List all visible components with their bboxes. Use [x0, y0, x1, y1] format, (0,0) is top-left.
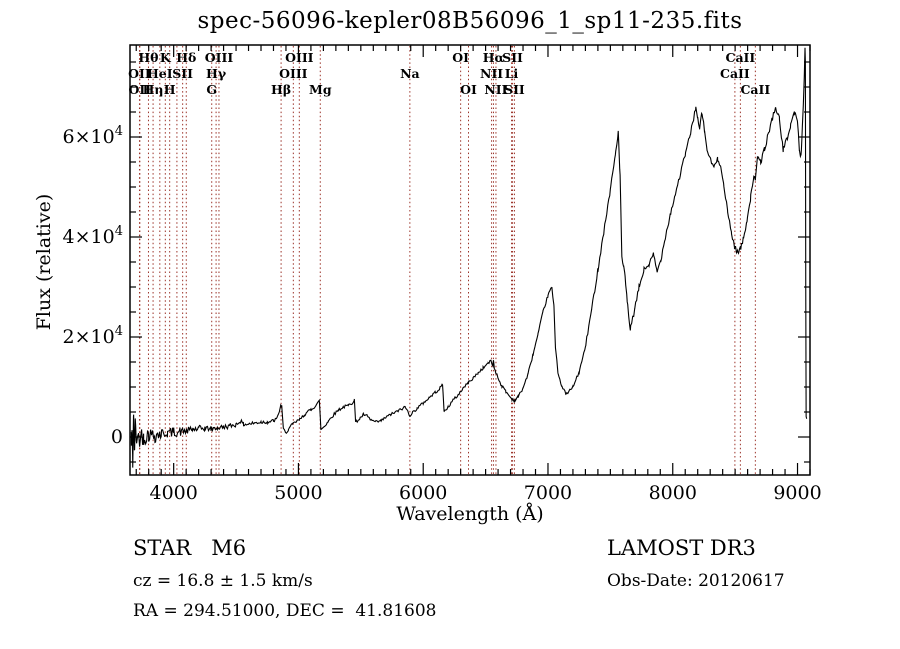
obs-date-text: Obs-Date: 20120617	[607, 571, 785, 591]
line-label-NII: NII	[480, 66, 503, 81]
x-tick-labels: 4000 5000 6000 7000 8000 9000	[149, 482, 821, 504]
line-label-SII: SII	[502, 50, 523, 65]
line-label-HeI: HeI	[147, 66, 173, 81]
y-tick-label: 0	[111, 426, 123, 448]
y-tick-label: 6×104	[63, 124, 123, 148]
line-label-H: H	[164, 82, 176, 97]
line-label-Hα: Hα	[483, 50, 505, 65]
line-label-Li: Li	[505, 66, 519, 81]
line-label-Na: Na	[400, 66, 420, 81]
line-label-K: K	[160, 50, 172, 65]
x-tick-label: 8000	[649, 482, 697, 504]
line-label-OI: OI	[460, 82, 477, 97]
line-label-Hη: Hη	[143, 82, 164, 97]
line-label-SII: SII	[172, 66, 193, 81]
y-axis-label: Flux (relative)	[33, 193, 55, 331]
y-tick-label: 4×104	[63, 224, 123, 248]
line-label-CaII: CaII	[720, 66, 750, 81]
object-class-text: STAR M6	[133, 536, 247, 560]
line-label-OIII: OIII	[279, 66, 308, 81]
line-label-OII: OII	[129, 82, 152, 97]
survey-release-text: LAMOST DR3	[607, 536, 756, 560]
line-label-G: G	[206, 82, 217, 97]
radial-velocity-text: cz = 16.8 ± 1.5 km/s	[133, 571, 313, 591]
plot-title: spec-56096-kepler08B56096_1_sp11-235.fit…	[197, 8, 743, 34]
x-tick-label: 4000	[149, 482, 197, 504]
line-label-Hβ: Hβ	[271, 82, 291, 97]
line-label-OIII: OIII	[205, 50, 234, 65]
line-label-OI: OI	[452, 50, 469, 65]
x-tick-label: 9000	[773, 482, 821, 504]
x-tick-label: 6000	[399, 482, 447, 504]
line-label-Hδ: Hδ	[176, 50, 196, 65]
spectral-line-markers	[138, 46, 756, 474]
plot-frame	[129, 44, 811, 476]
line-label-OIII: OIII	[285, 50, 314, 65]
spectral-line-labels: OIIOIIHθHηHeIKHSIIHδGHγOIIIHβOIIIOIIIMgN…	[128, 50, 770, 97]
x-tick-label: 7000	[524, 482, 572, 504]
y-tick-labels: 0 2×104 4×104 6×104	[63, 124, 123, 448]
line-label-CaII: CaII	[740, 82, 770, 97]
line-label-NII: NII	[484, 82, 507, 97]
y-tick-label: 2×104	[63, 324, 123, 348]
line-label-CaII: CaII	[726, 50, 756, 65]
x-tick-label: 5000	[274, 482, 322, 504]
x-axis-label: Wavelength (Å)	[396, 503, 544, 525]
line-label-SII: SII	[504, 82, 525, 97]
line-label-Mg: Mg	[309, 82, 332, 97]
ra-dec-text: RA = 294.51000, DEC = 41.81608	[133, 601, 437, 621]
axis-ticks	[130, 45, 811, 475]
line-label-Hθ: Hθ	[138, 50, 158, 65]
line-label-OII: OII	[128, 66, 151, 81]
spectrum-trace	[130, 47, 808, 468]
line-label-Hγ: Hγ	[206, 66, 227, 81]
